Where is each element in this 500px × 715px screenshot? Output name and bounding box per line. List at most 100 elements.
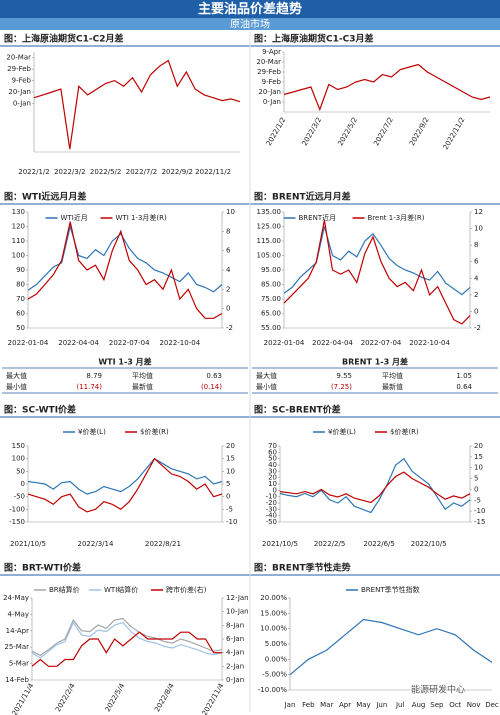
x-tick-label: 2022/5/2 — [336, 116, 359, 147]
y2-tick-label: -10 — [226, 518, 237, 526]
legend-label: BR结算价 — [49, 585, 80, 594]
chart-title: 图：WTI近远月月差 — [4, 191, 86, 203]
stats-cell: 最新值 — [382, 382, 403, 391]
y-tick-label: 150 — [12, 442, 25, 450]
y2-tick-label: -2 — [474, 324, 481, 332]
chart-title: 图：BRENT季节性走势 — [254, 562, 351, 574]
series-line — [27, 457, 223, 513]
y2-tick-label: 6-Jan — [226, 635, 244, 643]
series-line — [33, 59, 241, 150]
legend-label: BRENT季节性指数 — [361, 585, 420, 594]
x-tick-label: 2021/10/5 — [262, 540, 298, 548]
x-tick-label: 2022/8/21 — [145, 540, 181, 548]
series-line — [289, 618, 493, 676]
y2-tick-label: -2 — [226, 324, 233, 332]
watermark: 能源研发中心 — [411, 684, 465, 696]
y-tick-label: 60 — [16, 310, 25, 318]
y-tick-label: 9-Feb — [12, 77, 32, 85]
chart-title: 图：SC-BRENT价差 — [254, 404, 341, 416]
y2-tick-label: 0 — [226, 493, 230, 501]
y-tick-label: 20.00% — [260, 594, 287, 602]
y2-tick-label: 12 — [474, 208, 483, 216]
stats-cell: 平均值 — [132, 371, 153, 380]
x-tick-label: Aug — [412, 701, 426, 709]
y-tick-label: 5.00% — [265, 640, 288, 648]
legend-label: WTI近月 — [61, 213, 88, 222]
stats-cell: 0.63 — [206, 372, 222, 380]
y-tick-label: 20-Jan — [8, 88, 31, 96]
y-tick-label: 50 — [16, 467, 25, 475]
stats-cell: 最新值 — [132, 382, 153, 391]
stats-cell: 1.05 — [456, 372, 472, 380]
x-tick-label: 2022/7/2 — [126, 168, 157, 176]
x-tick-label: Mar — [320, 701, 333, 709]
y-tick-label: 95.00 — [261, 266, 281, 274]
legend-label: $价差(R) — [140, 427, 169, 436]
stats-cell: 9.55 — [336, 372, 352, 380]
y-tick-label: 70 — [268, 442, 277, 450]
y-tick-label: 29-Feb — [7, 65, 31, 73]
series-line — [31, 621, 223, 659]
y-tick-label: 100 — [12, 252, 25, 260]
x-tick-label: 2022/6/5 — [363, 540, 394, 548]
y2-tick-label: 8 — [226, 227, 230, 235]
x-tick-label: 2022-10-04 — [159, 339, 200, 347]
chart-title: 图：SC-WTI价差 — [4, 404, 76, 416]
x-tick-label: 2022/9/2 — [162, 168, 193, 176]
series-line — [27, 457, 223, 495]
chart-title: 图：BRT-WTI价差 — [4, 562, 81, 574]
y2-tick-label: -10 — [474, 507, 485, 515]
y2-tick-label: 8-Jan — [226, 621, 244, 629]
stats-cell: (11.74) — [76, 383, 102, 391]
y-tick-label: 9-Apr — [262, 48, 281, 56]
x-tick-label: 2021/10/5 — [10, 540, 46, 548]
y2-tick-label: 10 — [474, 225, 483, 233]
y-tick-label: 0-Jan — [13, 99, 31, 107]
page-title: 主要油品价差趋势 — [198, 1, 302, 17]
y-tick-label: 0-Jan — [263, 98, 281, 106]
x-tick-label: May — [356, 701, 370, 709]
y2-tick-label: 15 — [226, 455, 235, 463]
y-tick-label: 24-May — [3, 594, 29, 602]
y-tick-label: 20-Mar — [256, 58, 281, 66]
x-tick-label: 2022/8/4 — [153, 682, 176, 714]
x-tick-label: 2022/3/2 — [54, 168, 85, 176]
stats-cell: 平均值 — [382, 371, 403, 380]
x-tick-label: Jan — [284, 701, 296, 709]
x-tick-label: 2022/7/2 — [372, 116, 395, 147]
y-tick-label: 100 — [12, 455, 25, 463]
y-tick-label: 60 — [268, 448, 277, 456]
series-line — [27, 221, 223, 319]
legend-label: ¥价差(L) — [328, 427, 356, 436]
stats-cell: 最大值 — [6, 371, 27, 380]
y-tick-label: -20 — [266, 499, 277, 507]
y2-tick-label: 0-Jan — [226, 676, 244, 684]
y-tick-label: 55.00 — [261, 324, 281, 332]
y2-tick-label: 15 — [474, 453, 483, 461]
y-tick-label: 0 — [273, 486, 277, 494]
y2-tick-label: 10 — [474, 464, 483, 472]
y-tick-label: 70 — [16, 295, 25, 303]
y-tick-label: 9-Feb — [262, 78, 282, 86]
legend-label: ¥价差(L) — [78, 427, 106, 436]
series-line — [279, 471, 471, 504]
x-tick-label: 2022/11/2 — [442, 116, 467, 151]
x-tick-label: 2022-01-04 — [8, 339, 49, 347]
y-tick-label: 105.00 — [257, 252, 282, 260]
x-tick-label: Oct — [449, 701, 461, 709]
x-tick-label: 2022/1/2 — [18, 168, 49, 176]
y-tick-label: 125.00 — [257, 223, 282, 231]
y-tick-label: 130 — [12, 208, 25, 216]
series-line — [283, 63, 491, 112]
x-tick-label: 2022/9/2 — [408, 116, 431, 147]
y2-tick-label: 10 — [226, 208, 235, 216]
y-tick-label: -40 — [266, 512, 277, 520]
section-title: 原油市场 — [230, 18, 270, 31]
y-tick-label: 15.00% — [260, 609, 287, 617]
y2-tick-label: 0 — [474, 485, 478, 493]
y-tick-label: 29-Feb — [257, 68, 281, 76]
legend-label: BRENT近月 — [299, 213, 337, 222]
y-tick-label: -150 — [9, 518, 25, 526]
x-tick-label: 2022-01-04 — [264, 339, 305, 347]
legend-label: $价差(R) — [390, 427, 419, 436]
